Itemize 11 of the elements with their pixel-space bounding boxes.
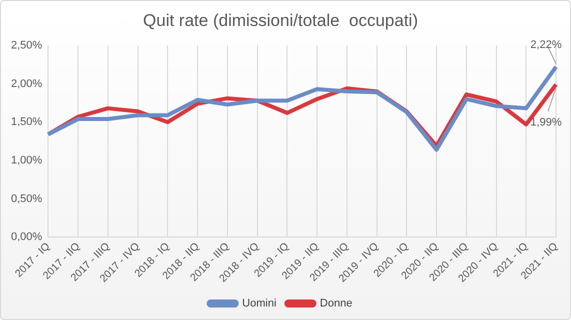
y-tick-label: 0,50% xyxy=(10,192,42,205)
legend-label: Uomini xyxy=(242,298,276,310)
legend-label: Donne xyxy=(320,298,352,310)
y-tick-label: 1,50% xyxy=(10,116,42,128)
data-label: 2,22% xyxy=(530,38,562,51)
data-label: 1,99% xyxy=(530,116,562,129)
chart-title: Quit rate (dimissioni/totale occupati) xyxy=(143,10,418,30)
y-tick-label: 1,00% xyxy=(10,154,42,167)
y-tick-label: 2,00% xyxy=(10,78,42,90)
y-tick-label: 0,00% xyxy=(10,231,42,244)
y-tick-label: 2,50% xyxy=(10,39,42,52)
